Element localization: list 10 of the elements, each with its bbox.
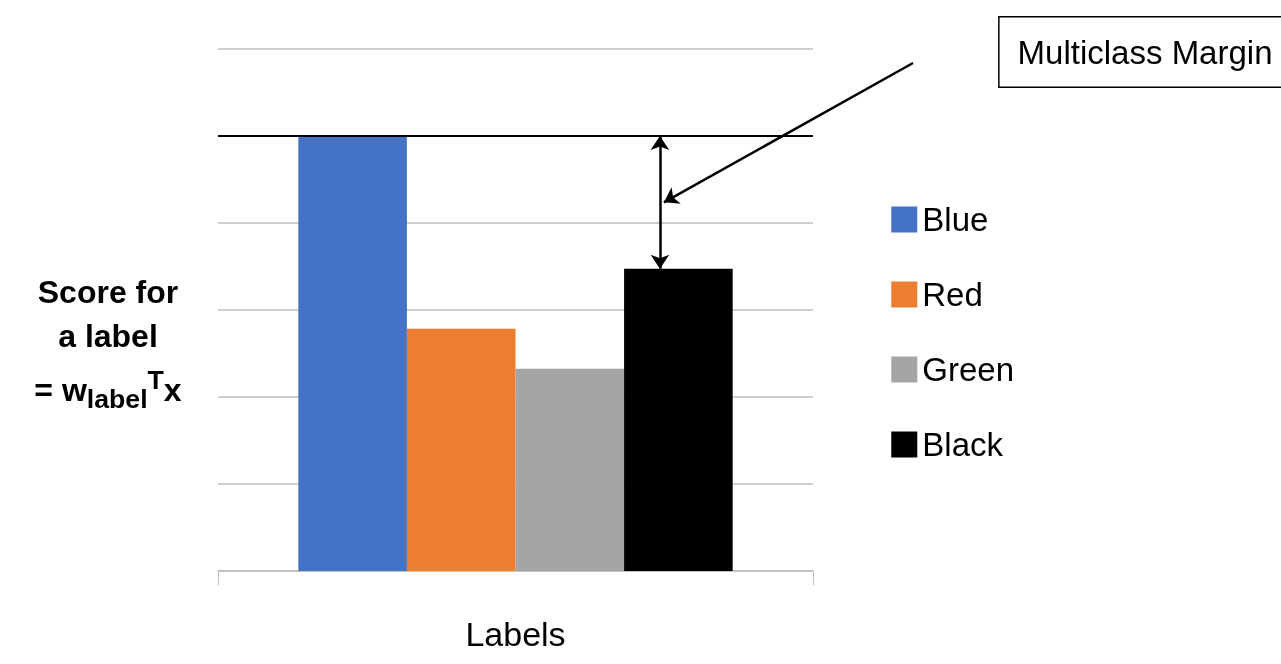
legend-label: Blue <box>922 201 989 238</box>
bar <box>298 136 407 571</box>
x-axis-title: Labels <box>465 615 566 653</box>
text: Multiclass Margin <box>1017 33 1273 71</box>
legend-label: Green <box>922 351 1014 388</box>
legend-label: Red <box>922 276 983 313</box>
y-axis-title: Score for a label = w$_{label}$$^{T}$x <box>33 273 183 417</box>
bar <box>515 368 625 571</box>
legend-label: Black <box>922 426 1004 463</box>
bar <box>406 328 516 571</box>
